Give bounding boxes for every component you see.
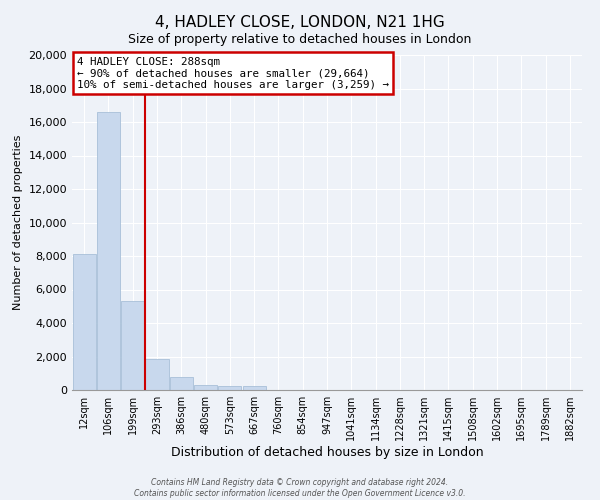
Y-axis label: Number of detached properties: Number of detached properties — [13, 135, 23, 310]
Bar — [73, 254, 95, 390]
Text: Contains HM Land Registry data © Crown copyright and database right 2024.
Contai: Contains HM Land Registry data © Crown c… — [134, 478, 466, 498]
Bar — [121, 301, 144, 390]
Bar — [218, 386, 241, 390]
X-axis label: Distribution of detached houses by size in London: Distribution of detached houses by size … — [170, 446, 484, 459]
Bar — [97, 112, 120, 390]
Text: Size of property relative to detached houses in London: Size of property relative to detached ho… — [128, 32, 472, 46]
Bar — [242, 386, 266, 390]
Text: 4, HADLEY CLOSE, LONDON, N21 1HG: 4, HADLEY CLOSE, LONDON, N21 1HG — [155, 15, 445, 30]
Bar — [194, 385, 217, 390]
Bar — [170, 376, 193, 390]
Text: 4 HADLEY CLOSE: 288sqm
← 90% of detached houses are smaller (29,664)
10% of semi: 4 HADLEY CLOSE: 288sqm ← 90% of detached… — [77, 56, 389, 90]
Bar — [145, 359, 169, 390]
